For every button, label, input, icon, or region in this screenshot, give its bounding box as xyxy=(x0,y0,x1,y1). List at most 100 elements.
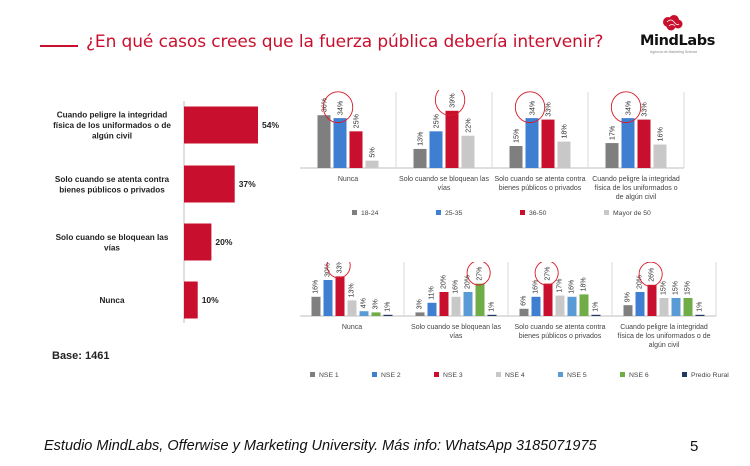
page-number: 5 xyxy=(690,438,699,455)
bar-g3-s0 xyxy=(605,143,619,168)
highlight-circle-2 xyxy=(514,91,546,124)
data-label-g0-s3: 5% xyxy=(368,147,377,158)
category-label-line: de algún civil xyxy=(616,194,657,201)
data-label-g3-s6: 1% xyxy=(697,302,704,312)
category-label-line: Nunca xyxy=(338,176,358,183)
bar-g1-s5 xyxy=(475,283,485,316)
category-label-line: bienes públicos o privados xyxy=(59,185,165,194)
highlight-circle-0 xyxy=(322,91,354,124)
legend-label-2: 36-50 xyxy=(529,210,547,217)
data-label-g0-s4: 4% xyxy=(361,298,368,308)
age-bar-chart: 36% 34% 25% 5% Nunca 13% 25% 39% 22% Solo cuando … xyxy=(300,90,685,217)
data-label-g2-s6: 1% xyxy=(593,302,600,312)
highlight-circle-0 xyxy=(326,262,351,279)
legend-label-3: Mayor de 50 xyxy=(613,210,651,217)
category-label-line: Solo cuando se bloquean las xyxy=(399,176,489,183)
bar-g3-s1 xyxy=(621,118,635,168)
bar-value-label-3: 10% xyxy=(202,295,219,305)
category-label-3: Cuando peligre la integridad física de lo… xyxy=(592,176,680,201)
category-label-line: Nunca xyxy=(342,324,362,331)
data-label-g1-s2: 20% xyxy=(441,275,448,289)
data-label-g2-s2: 27% xyxy=(545,267,552,281)
legend-swatch-3 xyxy=(496,372,501,377)
category-label-0: Nunca xyxy=(338,176,358,183)
data-label-g0-s1: 34% xyxy=(336,100,345,115)
category-label-line: bienes públicos o privados xyxy=(519,333,602,340)
legend-label-3: NSE 4 xyxy=(505,372,525,379)
brain-icon xyxy=(663,15,683,31)
data-label-g2-s5: 18% xyxy=(581,277,588,291)
data-label-g0-s6: 1% xyxy=(385,302,392,312)
legend-swatch-2 xyxy=(434,372,439,377)
bar-1 xyxy=(184,165,235,203)
highlight-circle-3 xyxy=(638,262,663,287)
legend-swatch-1 xyxy=(436,210,441,215)
legend-label-4: NSE 5 xyxy=(567,372,587,379)
category-label-line: Cuando peligre la integridad xyxy=(620,324,708,331)
data-label-g1-s2: 39% xyxy=(448,93,457,108)
highlight-circle-1 xyxy=(466,262,491,286)
bar-g1-s3 xyxy=(461,135,475,168)
category-label-line: Solo cuando se bloquean las xyxy=(411,324,501,331)
category-label-line: Solo cuando se atenta contra xyxy=(55,175,170,184)
category-label-line: bienes públicos o privados xyxy=(499,185,582,192)
data-label-g0-s5: 3% xyxy=(373,299,380,309)
bar-value-label-1: 37% xyxy=(239,179,256,189)
data-label-g2-s3: 18% xyxy=(560,124,569,139)
bar-value-label-2: 20% xyxy=(215,237,232,247)
data-label-g1-s6: 1% xyxy=(489,302,496,312)
category-label-line: vías xyxy=(104,243,120,252)
bar-g3-s4 xyxy=(671,298,681,316)
bar-g1-s4 xyxy=(463,292,473,316)
legend-swatch-0 xyxy=(310,372,315,377)
legend-label-6: Predio Rural xyxy=(691,372,729,379)
data-label-g2-s3: 17% xyxy=(557,279,564,293)
category-label-1: Solo cuando se bloquean las vías xyxy=(399,176,489,192)
data-label-g2-s2: 33% xyxy=(544,102,553,117)
data-label-g1-s0: 3% xyxy=(417,299,424,309)
bar-g1-s2 xyxy=(445,110,459,168)
bar-g0-s0 xyxy=(311,296,321,316)
category-label-3: Cuando peligre la integridad física de lo… xyxy=(618,324,711,349)
data-label-g0-s3: 13% xyxy=(349,283,356,297)
category-label-line: algún civil xyxy=(649,342,680,349)
bar-g0-s4 xyxy=(359,311,369,316)
bar-g1-s0 xyxy=(415,312,425,316)
data-label-g3-s3: 15% xyxy=(661,281,668,295)
bar-g2-s6 xyxy=(591,314,601,316)
legend-label-2: NSE 3 xyxy=(443,372,463,379)
category-label-line: Solo cuando se bloquean las xyxy=(56,233,169,242)
legend-label-5: NSE 6 xyxy=(629,372,649,379)
data-label-g2-s0: 6% xyxy=(521,296,528,306)
bar-g1-s0 xyxy=(413,148,427,168)
bar-g3-s0 xyxy=(623,305,633,316)
legend-swatch-6 xyxy=(682,372,687,377)
data-label-g2-s0: 15% xyxy=(512,128,521,143)
legend-swatch-4 xyxy=(558,372,563,377)
highlight-circle-2 xyxy=(534,262,559,286)
category-label-3: Nunca xyxy=(99,296,124,305)
category-label-1: Solo cuando se atenta contra bienes públi… xyxy=(55,175,170,195)
data-label-g3-s5: 15% xyxy=(685,281,692,295)
bar-g2-s3 xyxy=(557,141,571,168)
bar-g2-s4 xyxy=(567,296,577,316)
data-label-g3-s0: 17% xyxy=(608,125,617,140)
data-label-g0-s0: 16% xyxy=(313,280,320,294)
legend-label-1: 25-35 xyxy=(445,210,463,217)
data-label-g2-s1: 16% xyxy=(533,280,540,294)
bar-g0-s3 xyxy=(347,300,357,316)
bar-g2-s1 xyxy=(525,118,539,168)
data-label-g1-s1: 11% xyxy=(429,286,436,300)
page-title: ¿En qué casos crees que la fuerza públic… xyxy=(86,32,604,52)
bar-g0-s6 xyxy=(383,314,393,316)
bar-g0-s1 xyxy=(333,118,347,168)
data-label-g1-s4: 20% xyxy=(465,275,472,289)
bar-g3-s2 xyxy=(637,119,651,168)
data-label-g2-s1: 34% xyxy=(528,100,537,115)
data-label-g0-s2: 25% xyxy=(352,113,361,128)
bar-g2-s3 xyxy=(555,295,565,316)
category-label-1: Solo cuando se bloquean las vías xyxy=(411,324,501,340)
legend-label-0: 18-24 xyxy=(361,210,379,217)
bar-g3-s2 xyxy=(647,284,657,316)
bar-g0-s2 xyxy=(335,276,345,316)
